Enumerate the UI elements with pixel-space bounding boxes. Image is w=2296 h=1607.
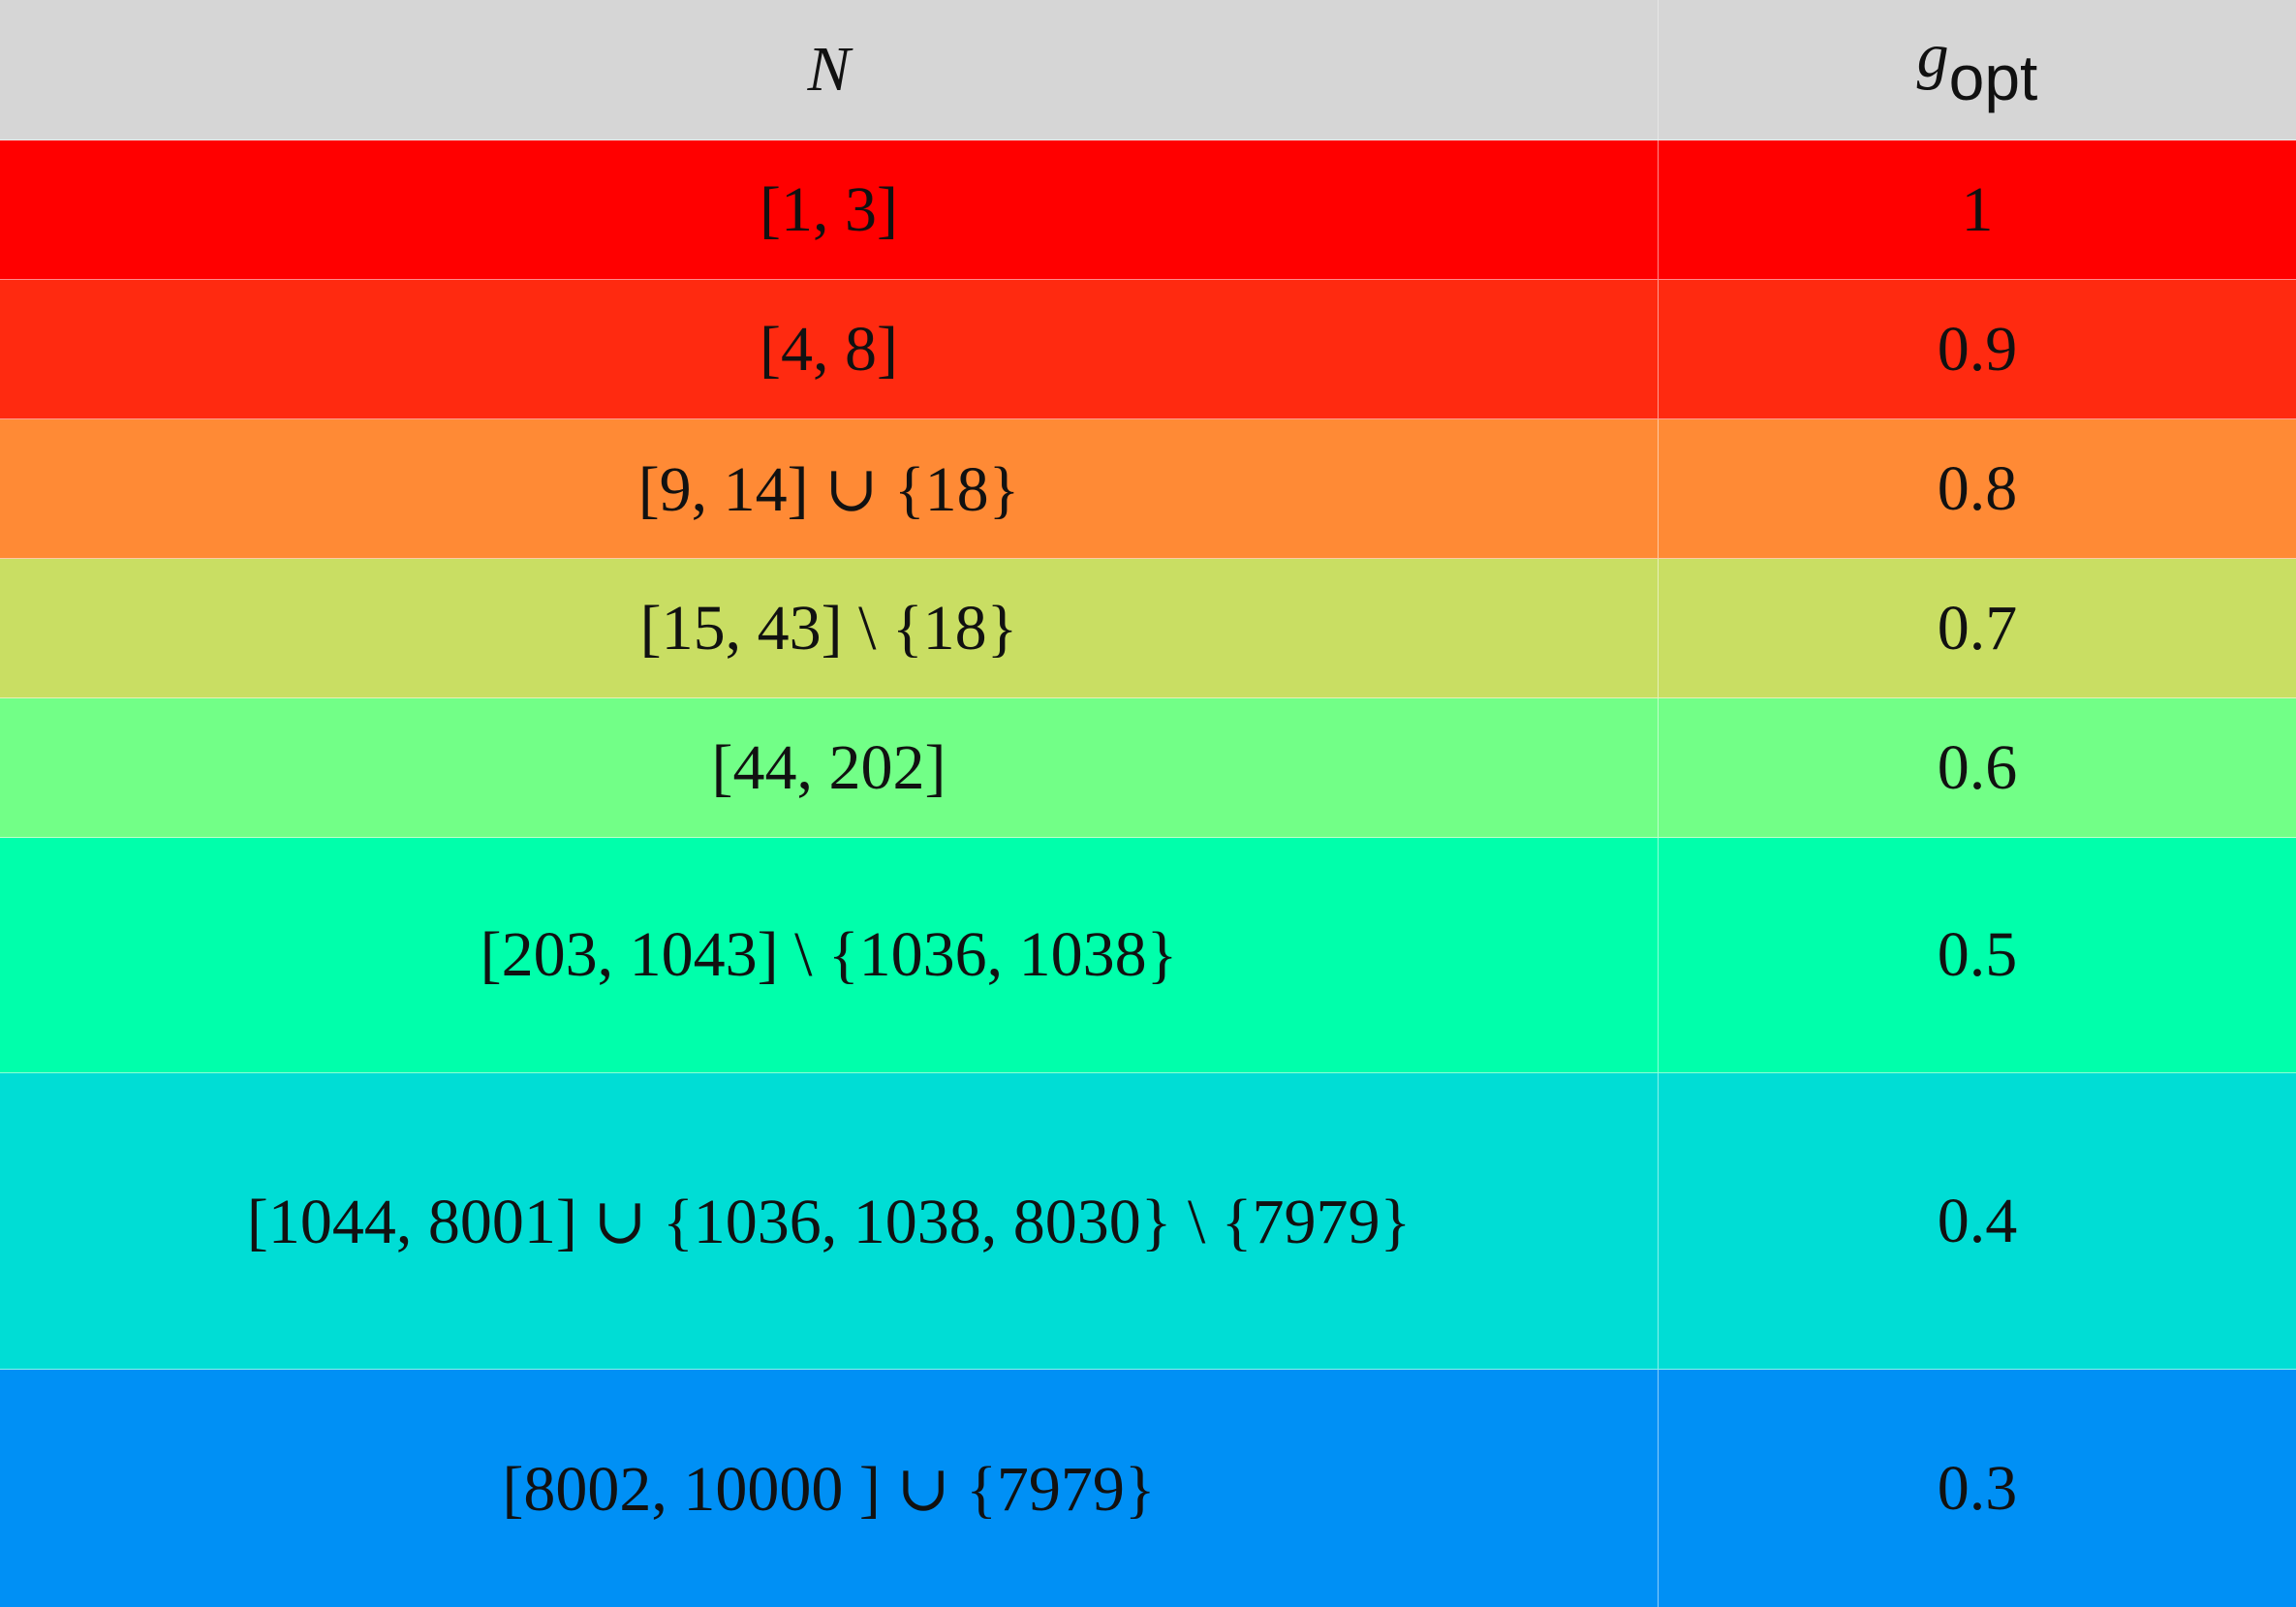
cell-n-range: [9, 14] ∪ {18} [0, 419, 1659, 558]
cell-n-range: [4, 8] [0, 280, 1659, 418]
table-row: [203, 1043] \ {1036, 1038} 0.5 [0, 838, 2296, 1073]
cell-g-opt: 0.7 [1937, 592, 2018, 664]
cell-g-opt: 0.6 [1937, 731, 2018, 803]
table-row: [1044, 8001] ∪ {1036, 1038, 8030} \ {797… [0, 1073, 2296, 1370]
cell-n-range: [44, 202] [0, 698, 1659, 837]
cell-n-range: [15, 43] \ {18} [0, 559, 1659, 697]
column-header-g-subscript: opt [1948, 42, 2038, 113]
cell-g-opt: 1 [1961, 173, 1994, 245]
cell-n-range: [203, 1043] \ {1036, 1038} [0, 838, 1659, 1072]
table-header-row: N g opt [0, 0, 2296, 140]
table-row: [9, 14] ∪ {18} 0.8 [0, 419, 2296, 559]
cell-g-opt: 0.8 [1937, 452, 2018, 524]
cell-n-range: [1, 3] [0, 140, 1659, 279]
cell-n-range: [8002, 10000 ] ∪ {7979} [0, 1370, 1659, 1607]
cell-n-range: [1044, 8001] ∪ {1036, 1038, 8030} \ {797… [0, 1073, 1659, 1369]
table-row: [8002, 10000 ] ∪ {7979} 0.3 [0, 1370, 2296, 1607]
column-header-n: N [0, 0, 1659, 139]
table-row: [44, 202] 0.6 [0, 698, 2296, 838]
column-header-g-symbol: g [1916, 20, 1949, 91]
column-header-n-label: N [807, 34, 851, 105]
cell-g-opt: 0.9 [1937, 313, 2018, 385]
column-header-g-opt: g opt [1659, 0, 2296, 139]
cell-g-opt: 0.5 [1937, 919, 2018, 990]
table-row: [1, 3] 1 [0, 140, 2296, 280]
cell-g-opt: 0.3 [1937, 1452, 2018, 1524]
table-row: [4, 8] 0.9 [0, 280, 2296, 419]
table-row: [15, 43] \ {18} 0.7 [0, 559, 2296, 698]
cell-g-opt: 0.4 [1937, 1185, 2018, 1256]
